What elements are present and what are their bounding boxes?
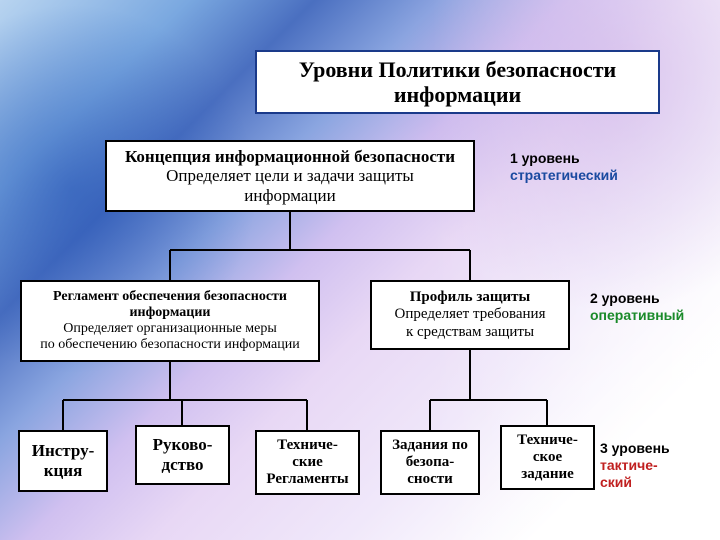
leaf5-l3: задание [508, 466, 587, 483]
node-concept-title: Концепция информационной безопасности [113, 147, 467, 167]
node-security-tasks: Задания по безопа- сности [380, 430, 480, 495]
node-profile-title: Профиль защиты [378, 289, 562, 306]
node-profile: Профиль защиты Определяет требования к с… [370, 280, 570, 350]
level-3-num: 3 уровень [600, 440, 670, 456]
leaf4-l2: безопа- [388, 454, 472, 471]
leaf1-l2: кция [26, 461, 100, 481]
leaf2-l2: дство [143, 455, 222, 475]
level-2-name: оперативный [590, 307, 684, 323]
leaf1-l1: Инстру- [26, 441, 100, 461]
node-regulation-title2: информации [28, 305, 312, 321]
node-instruction: Инстру- кция [18, 430, 108, 492]
node-tech-regulations: Техниче- ские Регламенты [255, 430, 360, 495]
node-concept-sub1: Определяет цели и задачи защиты [113, 166, 467, 186]
node-profile-sub2: к средствам защиты [378, 324, 562, 341]
node-guidance: Руково- дство [135, 425, 230, 485]
node-regulation-title1: Регламент обеспечения безопасности [28, 289, 312, 305]
title-line2: информации [263, 82, 652, 107]
node-regulation: Регламент обеспечения безопасности инфор… [20, 280, 320, 362]
slide-title: Уровни Политики безопасности информации [255, 50, 660, 114]
node-regulation-sub1: Определяет организационные меры [28, 321, 312, 337]
node-regulation-sub2: по обеспечению безопасности информации [28, 337, 312, 353]
node-profile-sub1: Определяет требования [378, 306, 562, 323]
leaf4-l1: Задания по [388, 437, 472, 454]
level-2-num: 2 уровень [590, 290, 660, 306]
level-3-name: тактиче- ский [600, 457, 658, 490]
leaf4-l3: сности [388, 471, 472, 488]
leaf5-l1: Техниче- [508, 432, 587, 449]
level-3-label: 3 уровень тактиче- ский [600, 440, 670, 490]
leaf3-l3: Регламенты [263, 471, 352, 488]
level-1-name: стратегический [510, 167, 618, 183]
level-2-label: 2 уровень оперативный [590, 290, 684, 324]
leaf3-l2: ские [263, 454, 352, 471]
level-1-num: 1 уровень [510, 150, 580, 166]
level-1-label: 1 уровень стратегический [510, 150, 618, 184]
leaf5-l2: ское [508, 449, 587, 466]
node-concept-sub2: информации [113, 186, 467, 206]
title-line1: Уровни Политики безопасности [263, 57, 652, 82]
leaf3-l1: Техниче- [263, 437, 352, 454]
node-tech-task: Техниче- ское задание [500, 425, 595, 490]
diagram-container: Уровни Политики безопасности информации … [0, 0, 720, 540]
node-concept: Концепция информационной безопасности Оп… [105, 140, 475, 212]
leaf2-l1: Руково- [143, 435, 222, 455]
